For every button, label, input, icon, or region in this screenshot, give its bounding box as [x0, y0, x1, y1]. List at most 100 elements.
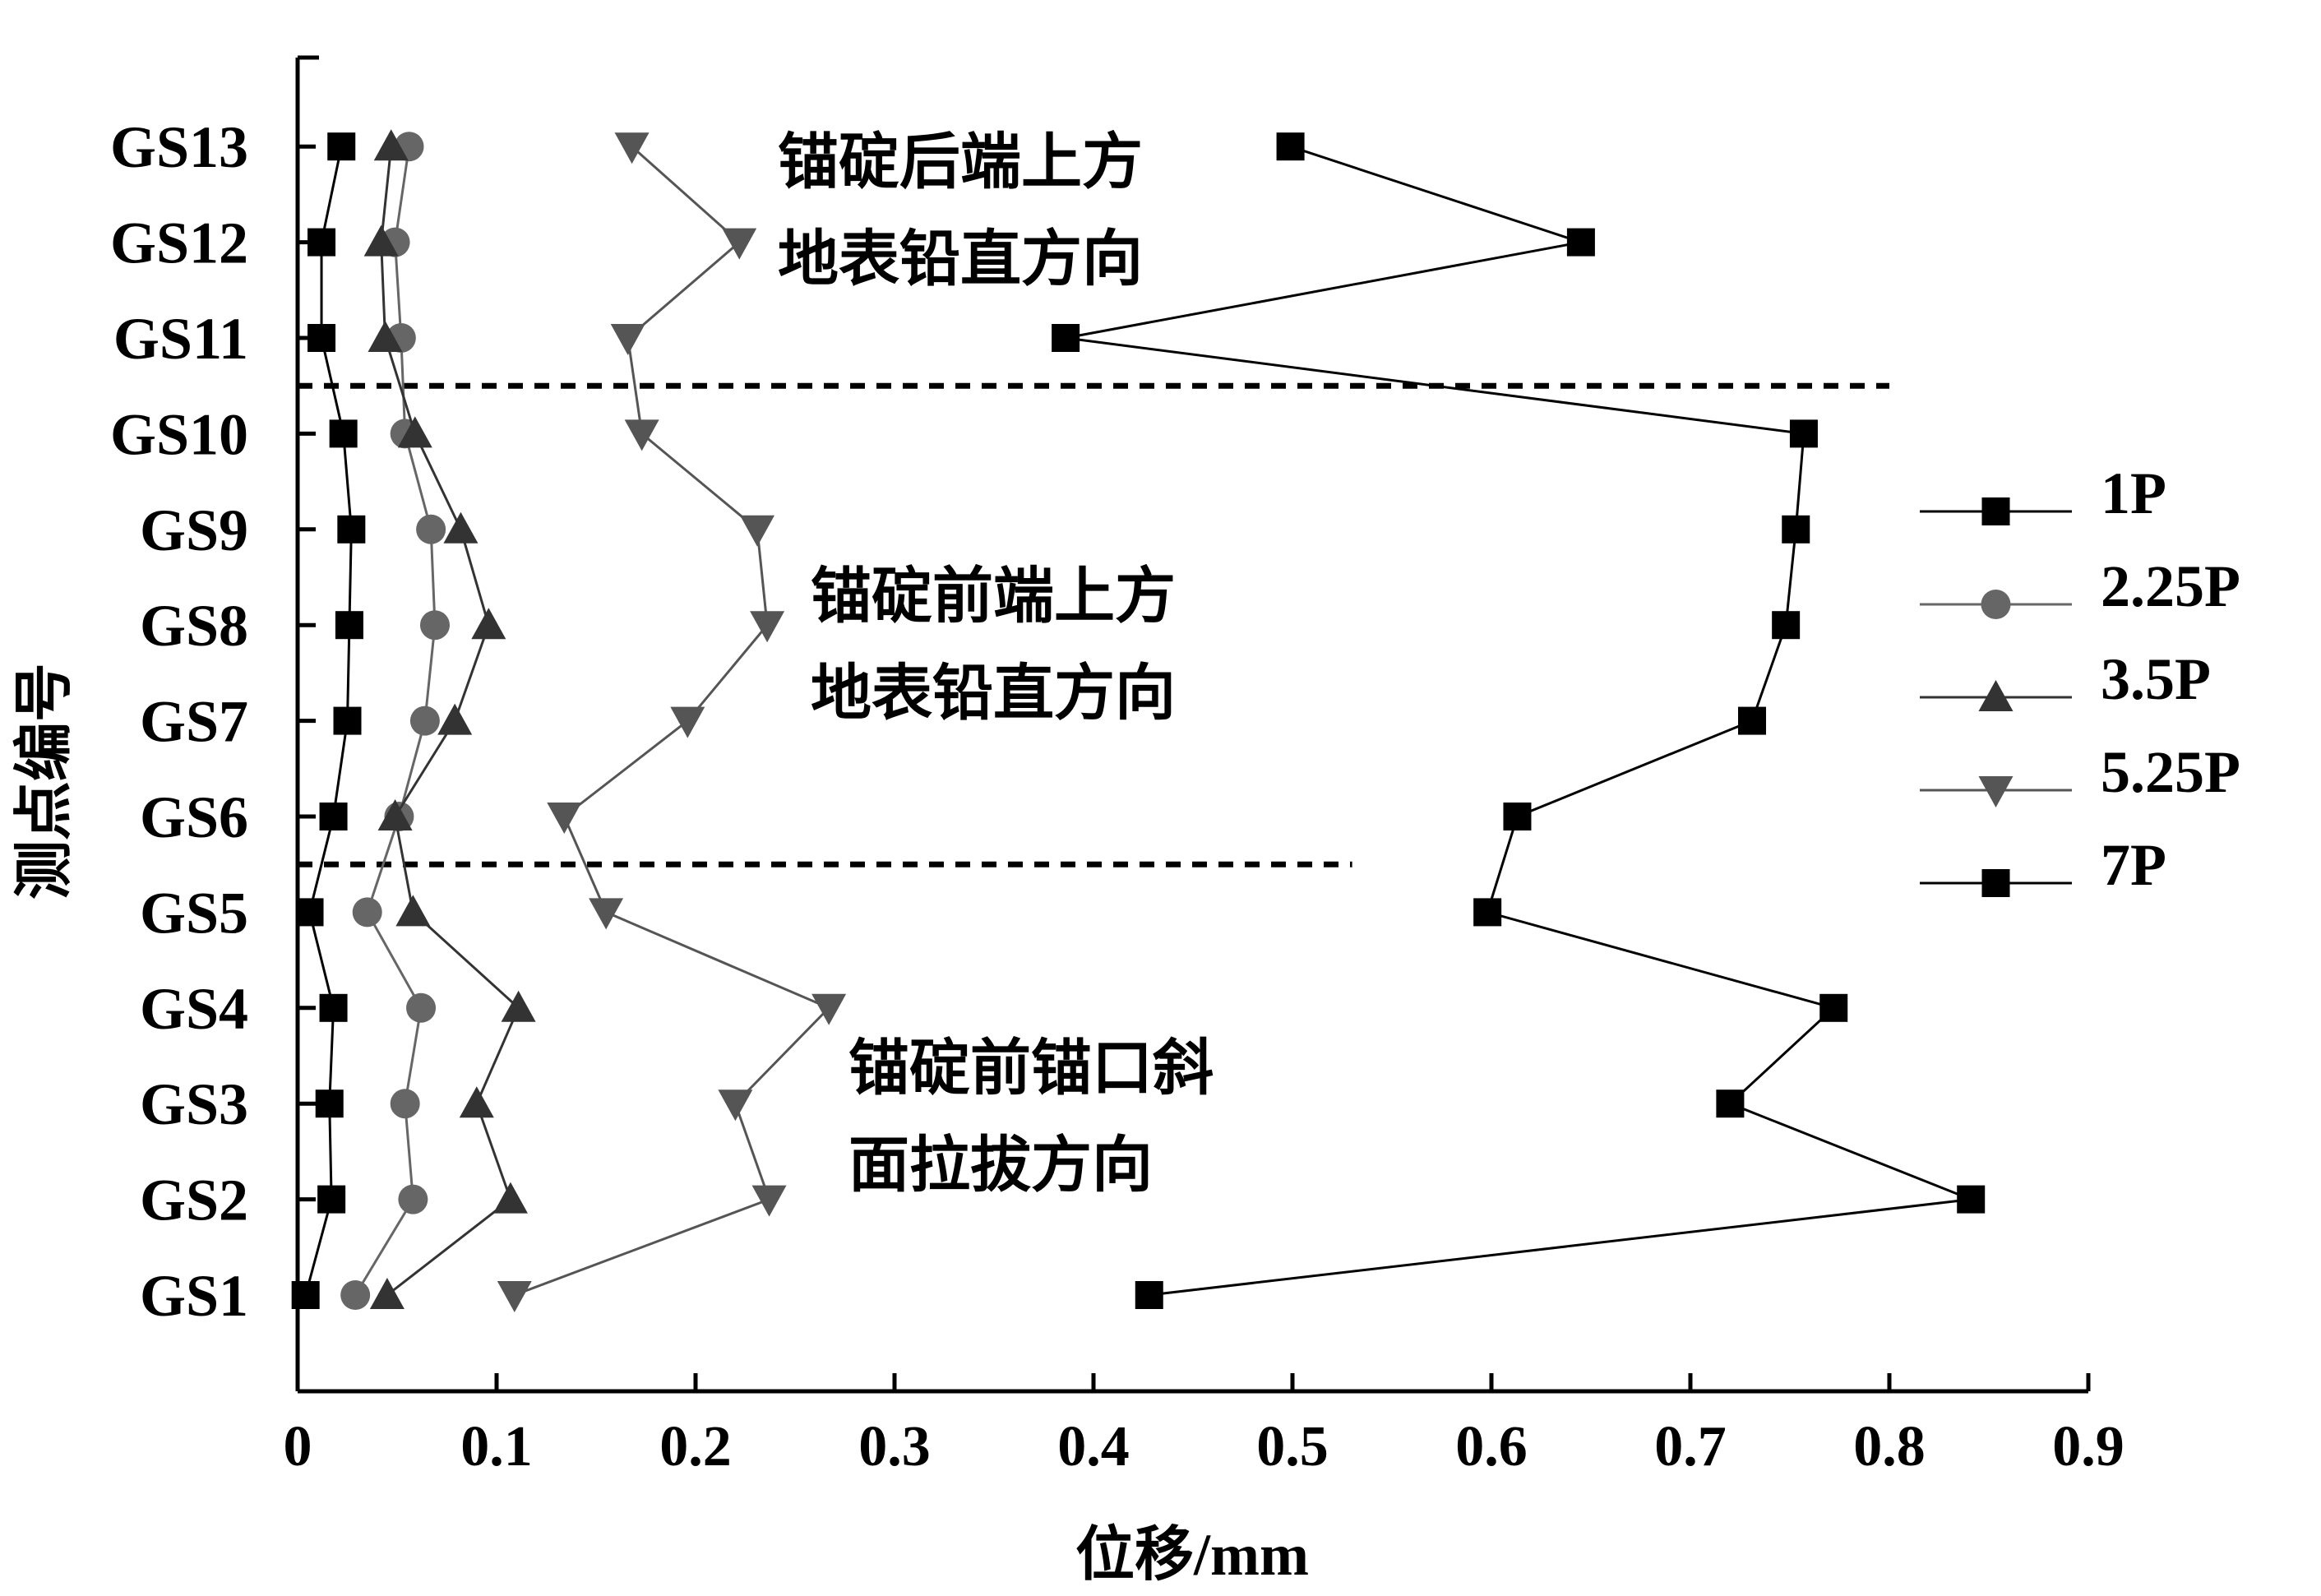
y-tick-label: GS6 [140, 784, 248, 850]
data-point [319, 803, 348, 830]
legend-label: 3.5P [2101, 646, 2211, 712]
data-point [335, 611, 363, 640]
annotation-rear-line-2: 地表铅直方向 [778, 226, 1143, 294]
data-point [315, 1089, 344, 1118]
legend-label: 1P [2101, 460, 2166, 526]
data-point [295, 898, 324, 927]
legend-item: 5.25P [1920, 739, 2240, 807]
x-axis-label: 位移/mm [1075, 1522, 1309, 1588]
x-tick-label: 0.4 [1057, 1415, 1130, 1478]
x-tick-label: 0.2 [659, 1415, 732, 1478]
x-tick-label: 0.5 [1256, 1415, 1329, 1478]
data-point [547, 803, 582, 834]
series-layer [291, 129, 1986, 1312]
data-point [1135, 1281, 1163, 1309]
x-tick-label: 0.1 [460, 1415, 533, 1478]
data-point [319, 993, 348, 1022]
data-point [368, 321, 403, 352]
data-point [614, 132, 650, 164]
data-point [1473, 898, 1502, 927]
y-tick-label: GS10 [110, 401, 248, 467]
data-point [373, 129, 409, 161]
series-line [514, 146, 831, 1297]
axes: 0 0.1 0.2 0.3 0.4 0.5 0.6 0.7 0.8 0.9 GS1 GS2 GS3 GS4… [110, 55, 2125, 1478]
data-point [1052, 324, 1080, 352]
y-tick-label: GS13 [110, 114, 248, 180]
x-tick-label: 0.7 [1654, 1415, 1727, 1478]
data-point [317, 1185, 346, 1214]
x-tick-label: 0.9 [2052, 1415, 2125, 1478]
data-point [352, 897, 382, 928]
data-point [670, 706, 705, 738]
y-tick-label: GS12 [110, 210, 248, 276]
annotation-front-line-2: 地表铅直方向 [811, 660, 1176, 728]
y-tick-label: GS11 [113, 306, 248, 372]
x-tick-label: 0.8 [1853, 1415, 1926, 1478]
legend-label: 2.25P [2101, 553, 2240, 619]
x-tick-label: 0.3 [858, 1415, 931, 1478]
legend-marker [1981, 869, 2010, 897]
y-axis-label: 测点编号 [12, 663, 77, 900]
x-tick-label: 0.6 [1455, 1415, 1528, 1478]
legend-label: 5.25P [2101, 739, 2240, 805]
annotation-anchor-line-1: 锚碇前锚口斜 [848, 1035, 1214, 1103]
data-point [1716, 1089, 1745, 1118]
data-point [610, 324, 645, 355]
y-tick-label: GS1 [140, 1263, 248, 1329]
legend-label: 7P [2101, 832, 2166, 898]
data-point [419, 610, 450, 641]
data-point [1566, 228, 1595, 257]
legend-marker [1981, 590, 2011, 619]
data-point [459, 1086, 494, 1118]
x-tick-label: 0 [284, 1415, 312, 1478]
data-point [1819, 993, 1848, 1022]
data-point [497, 1281, 532, 1312]
data-point [395, 895, 431, 927]
data-point [1503, 803, 1532, 830]
data-point [307, 324, 336, 352]
data-point [1782, 515, 1810, 544]
data-point [409, 705, 440, 736]
data-point [443, 511, 479, 544]
data-point [751, 1185, 787, 1217]
data-point [471, 608, 506, 640]
y-tick-label: GS2 [140, 1168, 248, 1233]
y-tick-label: GS8 [140, 593, 248, 659]
data-point [329, 419, 358, 448]
data-point [291, 1281, 320, 1309]
annotation-front-line-1: 锚碇前端上方 [811, 563, 1176, 631]
data-point [1772, 611, 1801, 640]
data-point [398, 1184, 428, 1214]
data-point [307, 228, 336, 257]
legend-marker [1981, 497, 2010, 525]
data-point [406, 992, 437, 1023]
y-tick-label: GS4 [140, 976, 248, 1042]
data-point [1957, 1185, 1986, 1214]
data-point [1789, 419, 1818, 448]
data-point [624, 419, 659, 451]
data-point [369, 1278, 405, 1309]
data-point [740, 515, 775, 547]
annotation-rear-line-1: 锚碇后端上方 [778, 129, 1143, 197]
legend-item: 2.25P [1920, 553, 2240, 619]
y-tick-label: GS3 [140, 1071, 248, 1137]
data-point [722, 228, 757, 260]
data-point [390, 1089, 420, 1119]
legend-marker [1978, 776, 2014, 807]
data-point [1738, 706, 1767, 735]
data-point [750, 611, 785, 643]
series-3 [363, 129, 536, 1309]
series-1 [291, 132, 366, 1309]
data-point [397, 416, 432, 448]
legend-marker [1978, 680, 2014, 711]
data-point [327, 132, 356, 161]
data-point [377, 799, 413, 830]
y-tick-label: GS9 [140, 497, 248, 563]
series-5 [1052, 132, 1986, 1309]
annotations: 锚碇后端上方 地表铅直方向 锚碇前端上方 地表铅直方向 锚碇前锚口斜 面拉拔方向 [778, 129, 1214, 1200]
data-point [416, 514, 446, 544]
data-point [492, 1182, 528, 1214]
legend-item: 1P [1920, 460, 2166, 526]
data-point [437, 703, 473, 735]
